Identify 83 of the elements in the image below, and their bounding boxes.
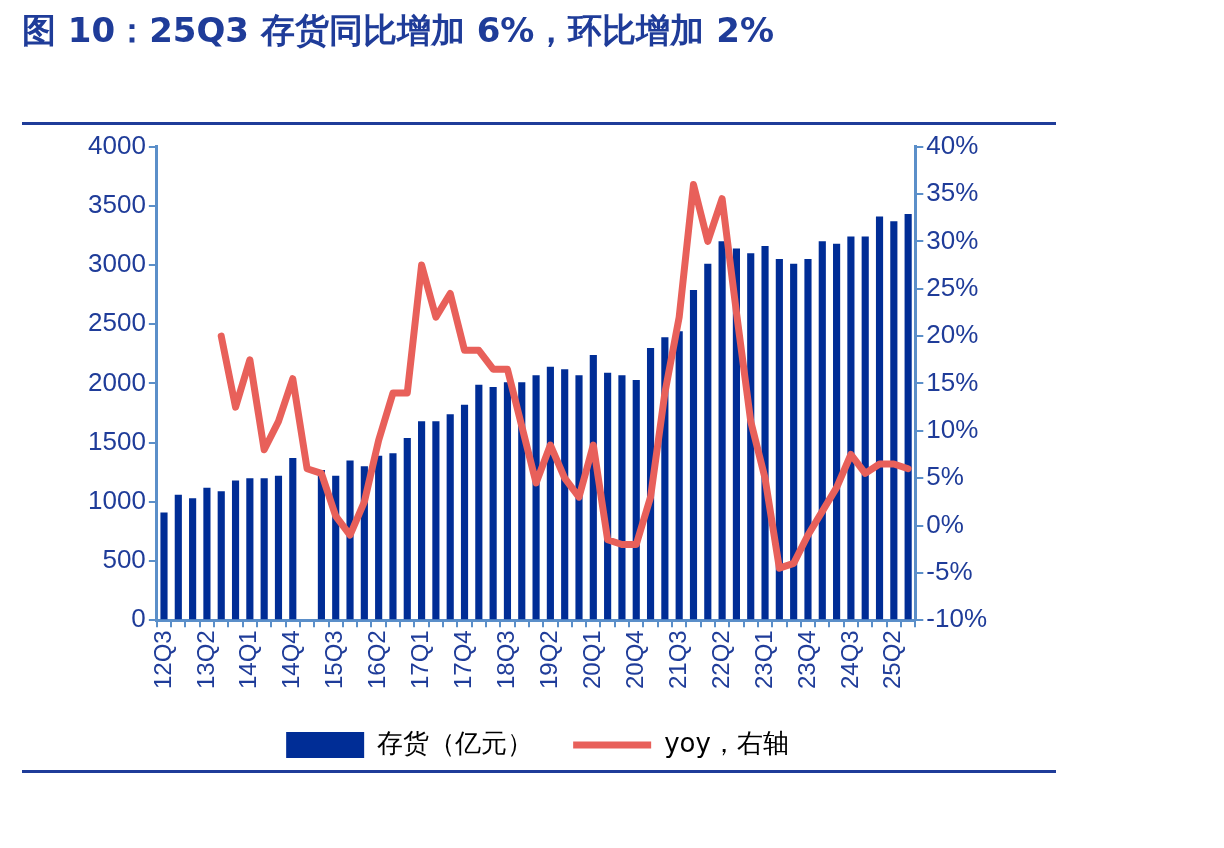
y-tick-label: 2500	[88, 307, 146, 338]
x-tick-label: 14Q1	[234, 630, 262, 690]
bar	[818, 241, 826, 620]
x-tick-label: 20Q1	[577, 630, 605, 690]
y-tick-label: 1000	[88, 485, 146, 516]
bar	[890, 221, 898, 620]
bar	[618, 375, 626, 620]
y-tick-label: 3500	[88, 188, 146, 219]
x-tick-label: 24Q3	[835, 630, 863, 690]
x-tick-label: 20Q4	[620, 630, 648, 690]
bar	[503, 382, 512, 620]
y-tick-label: 3000	[88, 248, 146, 279]
bar	[446, 414, 454, 620]
bar	[804, 259, 812, 620]
y2-tick-label: 40%	[926, 129, 979, 160]
bar	[189, 498, 197, 620]
x-tick-label: 23Q1	[749, 630, 777, 690]
y2-tick-label: 0%	[926, 508, 964, 539]
bar	[418, 421, 426, 620]
y-tick-label: 0	[131, 603, 146, 634]
bar	[174, 494, 182, 620]
bar	[847, 236, 855, 620]
bar	[260, 478, 268, 620]
y2-tick-label: 15%	[926, 366, 979, 397]
bar	[561, 369, 569, 620]
x-tick-label: 16Q2	[363, 630, 391, 690]
bar	[460, 404, 469, 620]
bar	[403, 437, 411, 620]
y-tick-label: 4000	[88, 129, 146, 160]
y2-tick-label: 35%	[926, 177, 979, 208]
bar	[489, 387, 497, 620]
x-tick-label: 15Q3	[320, 630, 348, 690]
x-tick-label: 21Q3	[663, 630, 691, 690]
bar	[246, 478, 254, 620]
bar	[289, 458, 297, 620]
bar	[546, 366, 554, 620]
bar	[861, 236, 869, 620]
y2-tick-label: 10%	[926, 413, 979, 444]
bar	[761, 246, 769, 620]
x-tick-label: 25Q2	[878, 630, 906, 690]
legend-label: 存货（亿元）	[377, 727, 534, 758]
x-tick-label: 19Q2	[535, 630, 563, 690]
x-tick-label: 14Q4	[277, 630, 305, 690]
x-tick-label: 23Q4	[792, 630, 820, 690]
chart-title: 图 10：25Q3 存货同比增加 6%，环比增加 2%	[22, 9, 774, 52]
bar	[475, 384, 483, 620]
bar	[346, 460, 354, 620]
y-tick-label: 2000	[88, 366, 146, 397]
bar	[875, 216, 884, 620]
y-tick-label: 500	[102, 544, 146, 575]
y2-tick-label: 20%	[926, 319, 979, 350]
y2-tick-label: -5%	[926, 556, 973, 587]
bar	[389, 453, 397, 620]
y2-tick-label: 5%	[926, 461, 964, 492]
bar	[904, 214, 912, 620]
y2-tick-label: -10%	[926, 603, 988, 634]
x-tick-label: 17Q4	[449, 630, 477, 690]
y-tick-label: 1500	[88, 425, 146, 456]
bar	[231, 480, 240, 620]
bar	[689, 289, 698, 620]
bar	[718, 241, 726, 620]
legend-label: yoy，右轴	[664, 727, 789, 758]
bar	[160, 512, 168, 620]
bar	[704, 263, 712, 620]
bar	[675, 331, 683, 620]
bar	[833, 243, 841, 620]
x-tick-label: 12Q3	[148, 630, 176, 690]
x-tick-label: 13Q2	[191, 630, 219, 690]
bar	[274, 475, 283, 620]
bar	[790, 263, 798, 620]
bar	[575, 375, 583, 620]
bar	[217, 491, 225, 620]
y2-tick-label: 30%	[926, 224, 979, 255]
bar	[632, 379, 640, 620]
x-tick-label: 17Q1	[406, 630, 434, 690]
bar	[532, 375, 540, 620]
bar	[375, 455, 383, 620]
x-tick-label: 22Q2	[706, 630, 734, 690]
y2-tick-label: 25%	[926, 271, 979, 302]
bar	[203, 487, 211, 620]
bar	[775, 259, 783, 620]
x-tick-label: 18Q3	[492, 630, 520, 690]
bar	[432, 421, 440, 620]
